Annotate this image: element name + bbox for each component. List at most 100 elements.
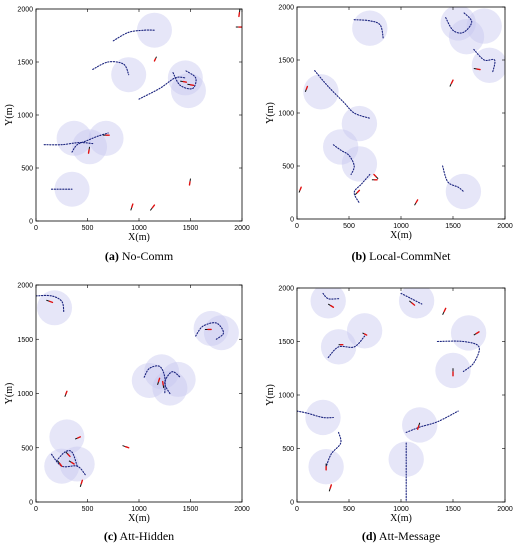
y-tick-label: 1500 [278, 58, 294, 65]
caption-text: No-Comm [119, 249, 174, 263]
agent-marker [157, 377, 161, 383]
x-tick-label: 1500 [183, 225, 199, 232]
caption-text: Local-CommNet [366, 249, 451, 263]
y-tick-label: 1000 [17, 113, 33, 120]
trajectory [71, 132, 109, 153]
coverage-circle [398, 288, 435, 319]
agent-marker [124, 445, 130, 449]
agent-marker [299, 186, 302, 191]
caption-letter: (c) [104, 529, 117, 543]
agent-marker [70, 461, 75, 465]
agent-marker [450, 79, 454, 85]
y-tick-label: 500 [282, 446, 294, 453]
trajectory [36, 294, 65, 313]
agent-marker [161, 380, 164, 386]
agent-marker [475, 331, 480, 335]
agent-marker [48, 300, 54, 304]
panel-c: 0 500 1000 1500 2000 0 500 1000 1500 2000 X(m) Y(m)… [4, 283, 250, 544]
coverage-circle [388, 441, 424, 477]
coverage-circle [49, 419, 85, 455]
x-tick-label: 0 [295, 506, 299, 513]
y-tick-label: 0 [290, 500, 294, 507]
x-tick-label: 2000 [234, 225, 250, 232]
caption-letter: (d) [362, 529, 377, 543]
coverage-circle [152, 370, 188, 406]
agent-marker [416, 425, 420, 430]
y-tick-label: 1000 [278, 393, 294, 400]
y-tick-label: 2000 [17, 283, 33, 290]
x-tick-label: 500 [343, 223, 355, 230]
agent-marker [58, 462, 63, 467]
plot-area [36, 290, 239, 487]
coverage-circle [346, 313, 383, 349]
y-tick-label: 0 [290, 217, 294, 224]
y-axis-label: Y(m) [265, 102, 276, 124]
trajectory [353, 19, 384, 40]
trajectory [436, 340, 480, 373]
caption-text: Att-Message [377, 529, 441, 543]
coverage-circle [144, 354, 180, 390]
coverage-circle [88, 120, 124, 156]
trajectory [143, 365, 166, 395]
panel-caption: (d) Att-Message [362, 529, 440, 543]
panel-a: 0 500 1000 1500 2000 0 500 1000 1500 2000 X(m) Y(m)… [4, 7, 250, 264]
trajectory [325, 431, 342, 468]
trajectory [112, 29, 155, 42]
coverage-circle [352, 10, 388, 46]
x-tick-label: 0 [34, 225, 38, 232]
y-tick-label: 1500 [17, 337, 33, 344]
x-tick-label: 500 [343, 506, 355, 513]
x-tick-label: 500 [82, 506, 94, 513]
agent-marker [67, 453, 71, 458]
trajectory [353, 173, 371, 204]
panel-caption: (a) No-Comm [105, 249, 174, 263]
trajectory [56, 450, 78, 467]
coverage-circle [203, 315, 239, 351]
agent-marker [188, 181, 191, 186]
trajectory [92, 61, 130, 76]
x-tick-label: 2000 [497, 223, 513, 230]
agent-marker [415, 199, 419, 204]
coverage-circle [310, 288, 346, 319]
panel-caption: (c) Att-Hidden [104, 529, 174, 543]
agent-marker [363, 333, 368, 336]
y-axis-label: Y(m) [4, 383, 15, 405]
coverage-circle [450, 315, 487, 351]
y-axis-label: Y(m) [265, 384, 276, 406]
x-tick-label: 1000 [131, 506, 147, 513]
trajectory [400, 292, 423, 305]
x-tick-label: 2000 [234, 506, 250, 513]
agent-marker [329, 484, 333, 489]
x-axis-label: X(m) [390, 230, 412, 241]
coverage-circle [160, 361, 196, 397]
plot-area [297, 288, 487, 502]
trajectory [442, 165, 464, 192]
agent-marker [182, 80, 188, 83]
x-axis-label: X(m) [128, 232, 150, 243]
agent-marker [238, 12, 241, 18]
trajectory [445, 11, 473, 34]
x-tick-label: 1000 [393, 223, 409, 230]
x-tick-label: 500 [82, 225, 94, 232]
trajectory [405, 410, 459, 433]
panel-b: 0 500 1000 1500 2000 0 500 1000 1500 2000 X(m) Y(m)… [265, 5, 513, 264]
coverage-circle [341, 146, 378, 182]
caption-text: Att-Hidden [117, 529, 174, 543]
agent-marker [153, 58, 157, 62]
y-tick-label: 2000 [278, 5, 294, 12]
y-tick-label: 1500 [17, 60, 33, 67]
agent-marker [373, 173, 377, 178]
trajectory [332, 144, 355, 176]
coverage-circle [402, 407, 438, 443]
agent-marker [189, 84, 195, 87]
x-tick-label: 1500 [445, 506, 461, 513]
coverage-circle [341, 105, 378, 142]
trajectory [473, 48, 496, 74]
x-tick-label: 1500 [183, 506, 199, 513]
coverage-circle [56, 120, 92, 156]
trajectory [43, 142, 94, 146]
agent-marker [65, 390, 68, 395]
x-tick-label: 1000 [393, 506, 409, 513]
coverage-circle [170, 73, 206, 109]
trajectory [138, 76, 186, 100]
